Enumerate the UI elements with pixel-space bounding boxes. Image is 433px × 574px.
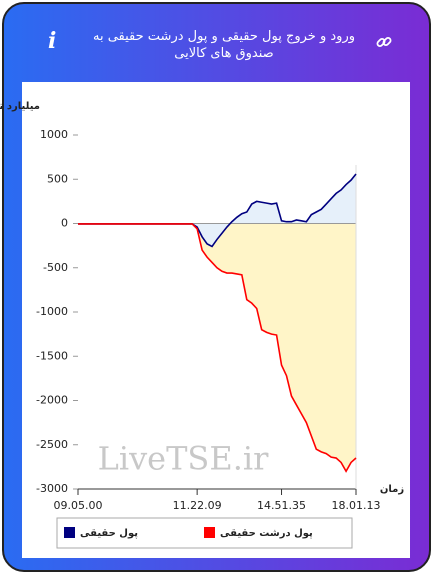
legend-swatch: [204, 527, 215, 538]
x-axis-label: زمان: [380, 484, 404, 495]
y-tick-label: 1000: [40, 128, 68, 141]
y-tick-label: -2500: [36, 438, 68, 451]
series-area: [78, 223, 356, 472]
y-tick-label: -1500: [36, 349, 68, 362]
legend-label: پول حقیقی: [80, 528, 138, 539]
series-area: [78, 173, 356, 247]
series-line: [78, 223, 357, 473]
x-tick-label: 14.51.35: [257, 499, 306, 512]
x-tick-label: 09.05.00: [54, 499, 103, 512]
legend-label: پول درشت حقیقی: [220, 528, 313, 539]
y-axis-label: میلیارد تومان: [0, 101, 40, 112]
y-tick-label: -500: [43, 261, 68, 274]
x-tick-label: 11.22.09: [173, 499, 222, 512]
y-tick-label: -2000: [36, 394, 68, 407]
legend-swatch: [64, 527, 75, 538]
title: ورود و خروج پول حقیقی و پول درشت حقیقی ب…: [92, 29, 355, 61]
watermark: LiveTSE.ir: [98, 440, 270, 478]
x-tick-label: 18.01.13: [332, 499, 381, 512]
y-tick-label: -1000: [36, 305, 68, 318]
y-tick-label: 500: [47, 172, 68, 185]
y-tick-label: 0: [61, 217, 68, 230]
link-icon[interactable]: [376, 34, 392, 50]
y-tick-label: -3000: [36, 482, 68, 495]
info-icon[interactable]: i: [48, 28, 57, 54]
